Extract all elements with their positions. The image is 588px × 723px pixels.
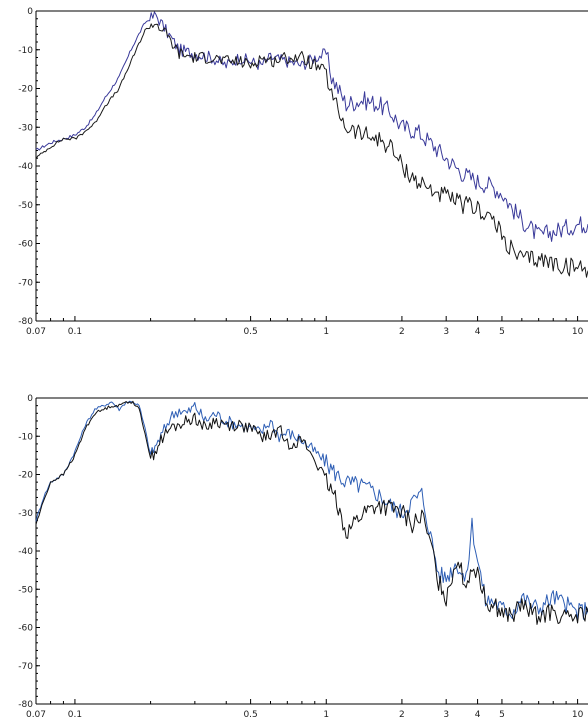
x-tick-label: 4: [475, 327, 481, 337]
y-tick-label: -60: [18, 240, 33, 250]
x-tick-label: 1: [323, 327, 329, 337]
y-tick-label: -20: [18, 85, 33, 95]
y-tick-label: -30: [18, 123, 33, 133]
x-tick-label: 4: [475, 710, 481, 720]
y-tick-label: -70: [18, 278, 33, 288]
x-tick-label: 2: [399, 327, 405, 337]
y-tick-label: -50: [18, 585, 33, 595]
chart-bottom-spectrum: 0 -10 -20 -30 -40 -50 -60 -70 -800.07 0.1 0.5 1 2 3 4 5…: [18, 394, 588, 720]
y-tick-label: 0: [27, 7, 33, 17]
y-tick-label: 0: [27, 394, 33, 404]
series-line-1: [35, 23, 588, 278]
series-line-0: [35, 400, 588, 620]
y-tick-label: -50: [18, 201, 33, 211]
y-tick-label: -10: [18, 432, 33, 442]
x-tick-label: 2: [399, 710, 405, 720]
y-tick-label: -20: [18, 471, 33, 481]
y-tick-label: -70: [18, 662, 33, 672]
chart-top-spectrum: 0 -10 -20 -30 -40 -50 -60 -70 -800.07 0.1 0.5 1 2 3 4 5…: [18, 7, 588, 337]
x-tick-label: 0.07: [26, 710, 46, 720]
y-tick-label: -80: [18, 700, 33, 710]
x-tick-label: 0.5: [243, 710, 257, 720]
x-tick-label: 10: [572, 327, 584, 337]
y-tick-label: -60: [18, 624, 33, 634]
series-line-0: [35, 11, 588, 242]
y-tick-label: -80: [18, 317, 33, 327]
series-line-1: [35, 400, 588, 625]
y-tick-label: -40: [18, 547, 33, 557]
x-tick-label: 0.1: [68, 327, 82, 337]
x-tick-label: 5: [499, 710, 505, 720]
y-tick-label: -30: [18, 509, 33, 519]
x-tick-label: 0.07: [26, 327, 46, 337]
x-tick-label: 1: [323, 710, 329, 720]
x-tick-label: 3: [443, 327, 449, 337]
x-tick-label: 5: [499, 327, 505, 337]
y-tick-label: -10: [18, 46, 33, 56]
x-tick-label: 0.5: [243, 327, 257, 337]
x-tick-label: 10: [572, 710, 584, 720]
y-tick-label: -40: [18, 162, 33, 172]
x-tick-label: 0.1: [68, 710, 82, 720]
x-tick-label: 3: [443, 710, 449, 720]
